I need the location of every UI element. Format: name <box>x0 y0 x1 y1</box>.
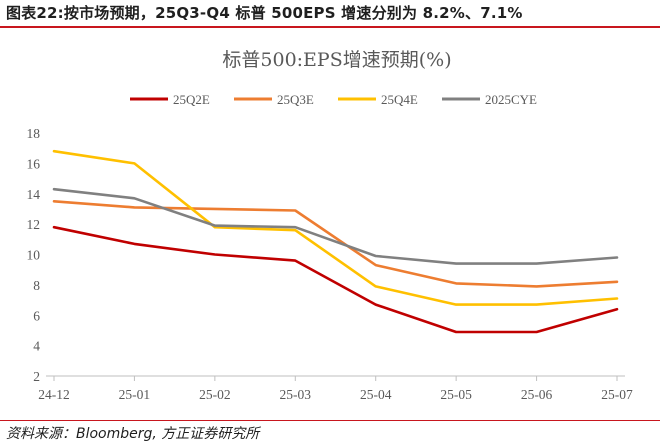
y-tick-label: 2 <box>33 369 40 384</box>
legend-label: 25Q4E <box>381 92 418 107</box>
legend-label: 25Q3E <box>277 92 314 107</box>
series-line-25q2e <box>52 225 619 334</box>
line-chart: 标普500:EPS增速预期(%) 25Q2E 25Q3E 25Q4E 2025CYE … <box>27 49 633 402</box>
y-tick-label: 14 <box>27 187 41 202</box>
title-rule <box>0 26 660 28</box>
x-axis: 24-12 25-01 25-02 25-03 25-04 25-05 25-06 25-07 <box>38 375 633 402</box>
y-tick-label: 16 <box>27 156 41 171</box>
series-line-2025cye <box>52 187 619 265</box>
x-tick-label: 24-12 <box>38 387 70 402</box>
figure-title: 图表22:按市场预期，25Q3-Q4 标普 500EPS 增速分别为 8.2%、… <box>6 4 523 22</box>
x-tick-label: 25-01 <box>119 387 151 402</box>
legend-label: 2025CYE <box>485 92 537 107</box>
y-axis: 2 4 6 8 10 12 14 16 18 <box>27 126 41 384</box>
series-layer <box>52 149 619 334</box>
source-note: 资料来源：Bloomberg, 方正证券研究所 <box>6 426 260 442</box>
y-tick-label: 10 <box>27 248 41 263</box>
x-tick-label: 25-04 <box>360 387 392 402</box>
y-tick-label: 4 <box>33 339 40 354</box>
x-tick-label: 25-05 <box>440 387 472 402</box>
y-tick-label: 6 <box>33 308 40 323</box>
x-tick-label: 25-06 <box>521 387 553 402</box>
legend-label: 25Q2E <box>173 92 210 107</box>
x-tick-label: 25-02 <box>199 387 231 402</box>
legend: 25Q2E 25Q3E 25Q4E 2025CYE <box>130 92 537 107</box>
chart-title: 标普500:EPS增速预期(%) <box>222 49 451 71</box>
y-tick-label: 12 <box>27 217 41 232</box>
series-line-25q3e <box>52 200 619 288</box>
y-tick-label: 8 <box>33 278 40 293</box>
y-tick-label: 18 <box>27 126 41 141</box>
bottom-rule <box>0 420 660 421</box>
x-tick-label: 25-07 <box>601 387 633 402</box>
series-line-25q4e <box>52 149 619 306</box>
x-tick-label: 25-03 <box>280 387 312 402</box>
